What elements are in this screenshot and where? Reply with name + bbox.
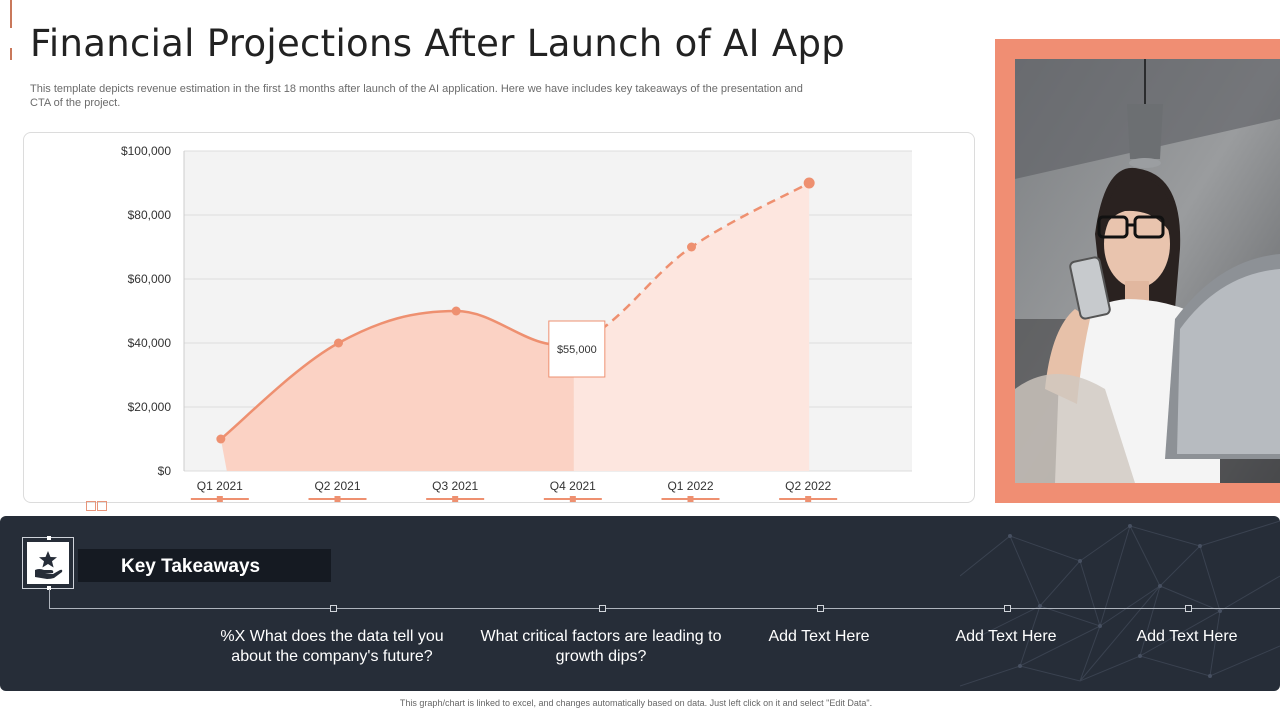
y-tick-label: $0 — [158, 464, 172, 478]
key-takeaways-icon-box — [22, 536, 74, 590]
key-takeaways-heading: Key Takeaways — [121, 556, 261, 577]
y-tick-label: $20,000 — [128, 400, 172, 414]
projected-area — [573, 183, 810, 471]
callout-box — [548, 320, 606, 378]
corner-accent-top — [10, 0, 12, 28]
x-tick-label: Q1 2021 — [197, 479, 243, 493]
takeaway-item-5[interactable]: Add Text Here — [1136, 628, 1238, 645]
x-tick-label: Q2 2022 — [785, 479, 831, 493]
y-tick-label: $100,000 — [121, 144, 171, 158]
x-tick-marker — [569, 496, 576, 502]
key-takeaways-heading-bar: Key Takeaways — [78, 549, 331, 582]
woman-with-phone-and-laptop-photo — [1015, 59, 1280, 483]
photo-frame — [995, 39, 1280, 503]
actual-area — [220, 311, 574, 471]
key-takeaways-panel: Key Takeaways %X What does the data tell… — [0, 516, 1280, 691]
data-point — [687, 242, 696, 252]
timeline-line — [49, 608, 1280, 609]
y-tick-label: $40,000 — [128, 336, 172, 350]
callout-label: $55,000 — [557, 344, 597, 356]
x-tick-marker — [452, 496, 459, 502]
data-point — [216, 434, 226, 444]
data-point — [451, 306, 461, 316]
hand-holding-star-icon — [35, 551, 63, 579]
x-tick-label: Q4 2021 — [550, 479, 596, 493]
data-point — [334, 338, 343, 348]
takeaway-item-2[interactable]: What critical factors are leading to gro… — [480, 628, 722, 665]
corner-accent-bottom — [10, 48, 12, 60]
timeline-node — [1185, 605, 1192, 612]
x-tick-label: Q2 2021 — [314, 479, 360, 493]
x-tick-marker — [805, 496, 812, 502]
timeline-connector — [49, 589, 50, 608]
revenue-chart[interactable]: $0 $20,000 $40,000 $60,000 $80,000 $100,000 $5… — [24, 133, 974, 502]
takeaway-item-3[interactable]: Add Text Here — [768, 628, 870, 645]
x-tick-marker — [216, 496, 223, 502]
page-title: Financial Projections After Launch of AI… — [30, 22, 846, 65]
actual-series-line — [220, 309, 575, 440]
timeline-node — [599, 605, 606, 612]
timeline-node — [1004, 605, 1011, 612]
timeline-node — [817, 605, 824, 612]
x-tick-marker — [334, 496, 341, 502]
chart-handle-squares — [86, 498, 108, 516]
takeaway-item-1[interactable]: %X What does the data tell you about the… — [220, 628, 444, 665]
footnote: This graph/chart is linked to excel, and… — [399, 698, 873, 708]
takeaway-item-4[interactable]: Add Text Here — [955, 628, 1057, 645]
y-tick-label: $60,000 — [128, 272, 172, 286]
y-tick-label: $80,000 — [128, 208, 172, 222]
data-point — [803, 177, 815, 189]
x-tick-label: Q1 2022 — [667, 479, 713, 493]
timeline-node — [330, 605, 337, 612]
chart-card[interactable]: $0 $20,000 $40,000 $60,000 $80,000 $100,000 $5… — [23, 132, 975, 503]
page-subtitle: This template depicts revenue estimation… — [30, 83, 803, 109]
network-pattern-decoration — [960, 520, 1280, 687]
x-tick-marker — [687, 496, 694, 502]
x-tick-label: Q3 2021 — [432, 479, 478, 493]
